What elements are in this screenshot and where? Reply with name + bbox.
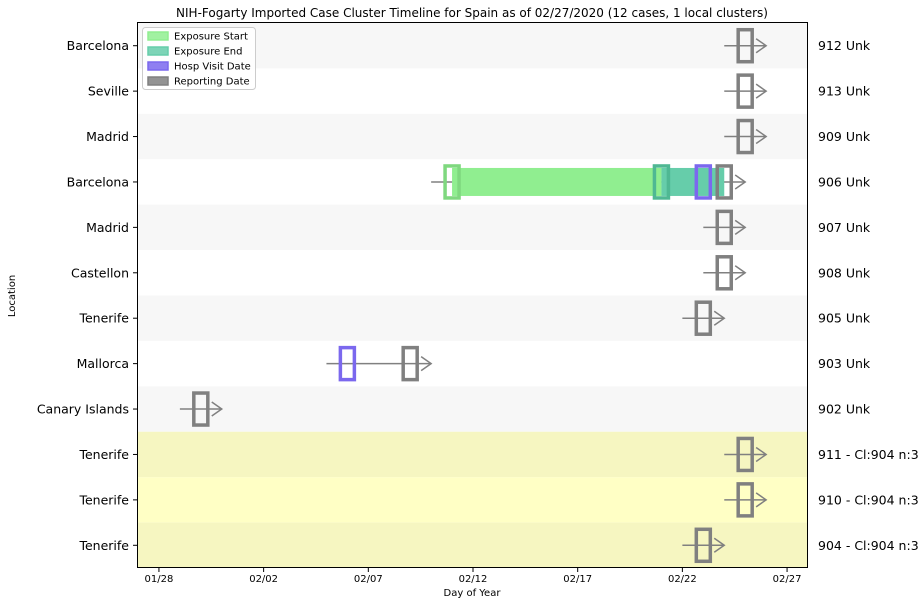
x-tick-label: 02/22: [668, 574, 697, 585]
location-label: Canary Islands: [37, 402, 129, 417]
location-label: Tenerife: [78, 311, 129, 326]
location-label: Mallorca: [77, 356, 129, 371]
legend: Exposure Start Exposure End Hosp Visit Dat…: [142, 27, 256, 90]
legend-swatch: [147, 46, 169, 56]
legend-label: Exposure Start: [174, 32, 248, 43]
case-label: 903 Unk: [818, 356, 871, 371]
location-label: Seville: [88, 84, 129, 99]
reporting-date-marker: [736, 436, 754, 473]
timeline-arrow: [734, 219, 747, 235]
row-band: [138, 340, 808, 387]
location-label: Madrid: [86, 129, 129, 144]
timeline-arrow: [734, 265, 747, 281]
case-label: 904 - Cl:904 n:3: [818, 538, 919, 553]
case-label: 909 Unk: [818, 129, 871, 144]
row-band: [138, 431, 808, 478]
row-band: [138, 386, 808, 432]
timeline-arrow: [420, 356, 433, 372]
exposure-period-bar: [452, 167, 662, 196]
reporting-date-marker: [192, 391, 210, 427]
exposure-end-marker: [652, 164, 671, 200]
case-label: 906 Unk: [818, 174, 871, 189]
reporting-date-marker: [736, 118, 754, 155]
reporting-date-marker: [401, 345, 419, 382]
location-label: Castellon: [71, 265, 129, 280]
location-label: Madrid: [86, 220, 129, 235]
x-tick-label: 02/02: [249, 574, 278, 585]
case-label: 907 Unk: [818, 220, 871, 235]
timeline-arrow: [755, 446, 768, 463]
x-tick-label: 01/28: [145, 574, 174, 585]
post-exposure-bar: [661, 167, 725, 196]
case-label: 913 Unk: [818, 84, 871, 99]
case-label: 908 Unk: [818, 265, 871, 280]
row-band: [138, 477, 808, 523]
legend-swatch: [147, 76, 169, 86]
case-labels: 912 Unk 913 Unk 909 Unk 906 Unk 907 Unk 908 U…: [818, 38, 919, 553]
y-axis-labels: Barcelona Seville Madrid Barcelona Madrid Cas…: [37, 38, 137, 553]
case-label: 905 Unk: [818, 311, 871, 326]
legend-box: [142, 27, 256, 90]
location-label: Tenerife: [78, 492, 129, 507]
reporting-date-marker: [694, 300, 713, 336]
case-label: 911 - Cl:904 n:3: [818, 447, 919, 462]
row-band: [138, 204, 808, 251]
timeline-arrow: [755, 38, 768, 54]
reporting-date-marker: [736, 27, 754, 64]
x-tick-label: 02/27: [773, 574, 802, 585]
hosp-visit-marker: [694, 164, 713, 200]
location-label: Barcelona: [67, 38, 129, 53]
x-tick-label: 02/12: [459, 574, 488, 585]
chart-title: NIH-Fogarty Imported Case Cluster Timeli…: [176, 6, 768, 20]
row-band: [138, 250, 808, 296]
timeline-arrow: [755, 492, 768, 508]
timeline-arrow: [713, 310, 726, 326]
row-band: [138, 113, 808, 160]
reporting-date-marker: [715, 255, 733, 291]
legend-label: Exposure End: [174, 47, 242, 58]
legend-swatch: [147, 31, 169, 41]
x-axis-label: Day of Year: [444, 588, 502, 599]
reporting-date-marker: [715, 209, 733, 246]
location-label: Tenerife: [78, 538, 129, 553]
x-tick-label: 02/17: [563, 574, 592, 585]
y-axis-label: Location: [7, 275, 18, 317]
reporting-date-marker: [736, 73, 754, 109]
reporting-date-marker: [736, 482, 754, 518]
timeline-arrow: [211, 401, 224, 417]
case-label: 902 Unk: [818, 402, 871, 417]
exposure-start-marker: [443, 164, 461, 200]
timeline-arrow: [755, 128, 768, 145]
timeline-arrow: [713, 537, 726, 553]
legend-label: Reporting Date: [174, 77, 250, 88]
legend-swatch: [147, 61, 169, 71]
x-axis-ticks: 01/28 02/02 02/07 02/12 02/17 02/22 02/27: [145, 568, 802, 585]
case-marks: [179, 27, 768, 564]
case-label: 912 Unk: [818, 38, 871, 53]
timeline-arrow: [755, 83, 768, 99]
plot-frame: [137, 22, 808, 568]
timeline-arrow: [734, 174, 747, 190]
reporting-date-marker: [694, 527, 713, 564]
location-label: Tenerife: [78, 447, 129, 462]
location-label: Barcelona: [67, 174, 129, 189]
row-bands: [138, 23, 808, 568]
case-label: 910 - Cl:904 n:3: [818, 492, 919, 507]
hosp-visit-marker: [338, 345, 357, 382]
reporting-date-marker: [715, 164, 733, 200]
legend-label: Hosp Visit Date: [174, 62, 251, 73]
x-tick-label: 02/07: [354, 574, 383, 585]
